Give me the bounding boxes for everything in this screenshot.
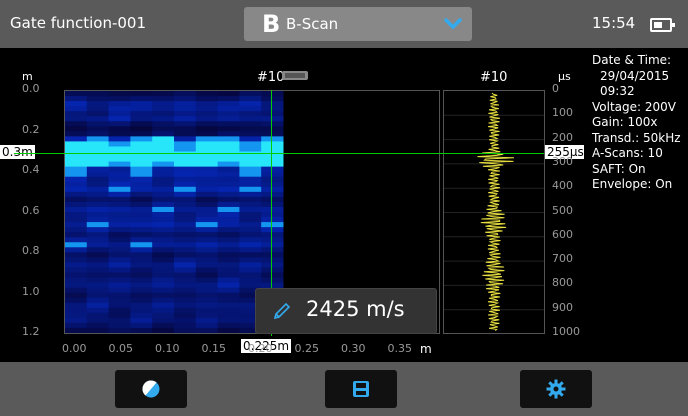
view-mode-dropdown[interactable]: B B-Scan [244, 7, 472, 41]
ascan-tick-label: 700 [552, 252, 573, 266]
toolbar [0, 362, 688, 416]
depth-cursor-readout: 0.3m [0, 145, 35, 159]
ascan-tick-label: 900 [552, 300, 573, 314]
contrast-icon [142, 380, 160, 398]
scan-view: m #10 m 0.3m 0.225m #10 µs 255µs 2425 m/… [0, 48, 586, 362]
ascan-plot[interactable] [443, 90, 545, 334]
info-line: Transd.: 50kHz [592, 130, 681, 145]
file-title: Gate function-001 [10, 14, 147, 32]
time-cursor-readout: 255µs [545, 145, 586, 159]
view-mode-label: B-Scan [286, 15, 339, 33]
ascan-tick-label: 200 [552, 130, 573, 144]
ascan-tick-label: 400 [552, 179, 573, 193]
info-line: Gain: 100x [592, 115, 658, 129]
info-line: SAFT: On [592, 161, 646, 176]
ascan-tick-label: 600 [552, 227, 573, 241]
ascan-tick-label: 1000 [552, 325, 580, 338]
info-line: Envelope: On [592, 177, 673, 191]
y-tick-label: 0.4 [22, 163, 40, 176]
ascan-unit: µs [558, 70, 571, 83]
clock: 15:54 [592, 14, 636, 32]
gear-icon [546, 379, 566, 399]
position-cursor-line[interactable] [271, 90, 272, 336]
y-tick-label: 0.8 [22, 244, 40, 257]
ascan-tick-label: 100 [552, 106, 573, 120]
y-tick-label: 0.6 [22, 203, 40, 217]
y-axis-unit: m [22, 70, 33, 83]
ascan-tick-label: 0 [552, 82, 559, 95]
pencil-icon [273, 302, 291, 320]
info-line: 29/04/2015 [600, 68, 670, 83]
x-tick-label: 0.30 [341, 342, 366, 355]
x-tick-label: 0.05 [108, 342, 134, 355]
y-tick-label: 0.2 [22, 122, 40, 136]
depth-cursor-line[interactable] [14, 153, 544, 154]
info-line: 09:32 [600, 84, 635, 98]
scan-number-label: #10 [257, 70, 285, 85]
y-tick-label: 0.0 [22, 82, 40, 95]
info-line: Voltage: 200V [592, 99, 676, 114]
position-cursor-readout: 0.225m [241, 339, 292, 353]
x-tick-label: 0.00 [62, 342, 87, 355]
palette-button[interactable] [115, 370, 187, 408]
sound-speed-value: 2425 m/s [306, 297, 405, 321]
x-tick-label: 0.10 [155, 342, 180, 355]
chevron-down-icon [444, 18, 462, 30]
battery-icon [650, 18, 675, 32]
y-tick-label: 1.0 [22, 284, 40, 298]
bscan-plot[interactable] [64, 90, 440, 334]
ascan-tick-label: 800 [552, 276, 573, 290]
probe-icon [282, 71, 308, 80]
y-tick-label: 1.2 [22, 325, 40, 338]
info-panel: Date & Time: 29/04/2015 09:32 Voltage: 200V… [584, 48, 688, 362]
sound-speed-button[interactable]: 2425 m/s [255, 288, 437, 334]
floppy-disk-icon [353, 381, 369, 397]
x-tick-label: 0.20 [248, 342, 273, 355]
save-button[interactable] [325, 370, 397, 408]
bscan-mode-icon: B [262, 10, 281, 38]
ascan-tick-label: 300 [552, 154, 573, 168]
info-line: Date & Time: [592, 53, 672, 67]
title-bar: Gate function-001 B B-Scan 15:54 [0, 0, 688, 48]
x-axis-unit: m [420, 342, 432, 356]
x-tick-label: 0.35 [387, 342, 413, 355]
info-line: A-Scans: 10 [592, 146, 663, 160]
settings-button[interactable] [520, 370, 592, 408]
ascan-tick-label: 500 [552, 203, 573, 217]
ascan-number-label: #10 [480, 70, 508, 85]
x-tick-label: 0.15 [201, 342, 227, 355]
x-tick-label: 0.25 [294, 342, 320, 355]
